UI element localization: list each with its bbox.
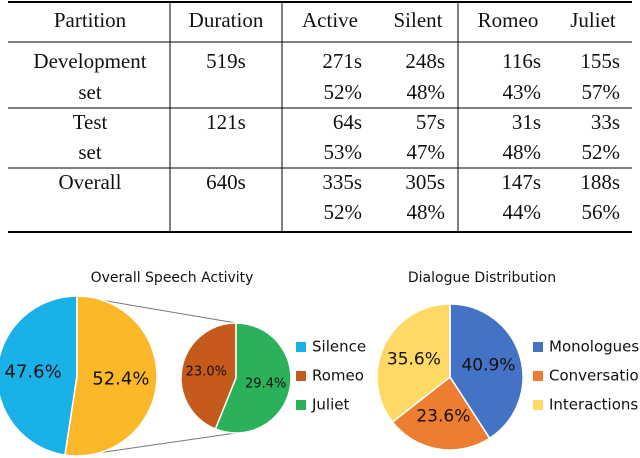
- cell: 147s: [501, 170, 541, 194]
- table: Partition Duration Active Silent Romeo Juliet…: [8, 1, 632, 233]
- legend-label: Monologues: [549, 338, 639, 356]
- cell: 57s: [416, 110, 445, 134]
- cell: set: [78, 80, 101, 104]
- cell: 121s: [206, 110, 246, 134]
- chart-title: Overall Speech Activity: [91, 270, 254, 286]
- legend-swatch: [533, 342, 543, 352]
- charts: Overall Speech Activity 47.6% 52.4% 23.0% 29…: [0, 270, 640, 457]
- header-cell: Juliet: [570, 8, 616, 32]
- cell: 335s: [322, 170, 362, 194]
- cell: set: [78, 140, 101, 164]
- cell: 44%: [503, 200, 542, 224]
- slice-label: 29.4%: [245, 376, 286, 391]
- slice: [0, 295, 78, 456]
- cell: 271s: [322, 49, 362, 73]
- slice-label: 35.6%: [387, 349, 441, 369]
- cell: 43%: [503, 80, 542, 104]
- slice: [64, 295, 158, 457]
- legend-label: Juliet: [311, 396, 349, 414]
- cell: 47%: [407, 140, 446, 164]
- cell: 48%: [503, 140, 542, 164]
- slice-label: 40.9%: [461, 356, 515, 376]
- cell: 52%: [324, 80, 363, 104]
- cell: 48%: [407, 80, 446, 104]
- cell: 64s: [333, 110, 362, 134]
- cell: Test: [73, 110, 108, 134]
- legend-swatch: [296, 342, 306, 352]
- cell: 519s: [206, 49, 246, 73]
- cell: 116s: [502, 49, 541, 73]
- cell: 155s: [580, 49, 620, 73]
- legend-label: Romeo: [312, 367, 364, 385]
- cell: 305s: [405, 170, 445, 194]
- header-cell: Partition: [54, 8, 127, 32]
- legend-swatch: [533, 400, 543, 410]
- legend-swatch: [296, 400, 306, 410]
- header-cell: Romeo: [478, 8, 539, 32]
- cell: 33s: [591, 110, 620, 134]
- cell: 56%: [582, 200, 621, 224]
- legend-swatch: [533, 371, 543, 381]
- cell: Development: [33, 49, 146, 73]
- cell: 48%: [407, 200, 446, 224]
- slice: [376, 303, 451, 424]
- cell: 57%: [582, 80, 621, 104]
- header-cell: Active: [302, 8, 358, 32]
- chart-title: Dialogue Distribution: [408, 270, 556, 286]
- legend-label: Silence: [312, 338, 366, 356]
- cell: Overall: [59, 170, 122, 194]
- cell: 53%: [324, 140, 363, 164]
- slice: [180, 322, 237, 430]
- slice-label: 52.4%: [92, 368, 149, 389]
- slice-label: 23.6%: [416, 407, 470, 427]
- cell: 31s: [512, 110, 541, 134]
- header-cell: Silent: [393, 8, 442, 32]
- slice: [214, 322, 292, 434]
- legend-swatch: [296, 371, 306, 381]
- legend-label: Interactions: [549, 396, 638, 414]
- cell: 52%: [582, 140, 621, 164]
- legend-label: Conversations: [549, 367, 640, 385]
- slice: [391, 375, 491, 451]
- cell: 248s: [405, 49, 445, 73]
- cell: 52%: [324, 200, 363, 224]
- cell: 188s: [580, 170, 620, 194]
- header-cell: Duration: [189, 8, 264, 32]
- slice-label: 47.6%: [5, 362, 62, 383]
- cell: 640s: [206, 170, 246, 194]
- slice-label: 23.0%: [186, 365, 227, 380]
